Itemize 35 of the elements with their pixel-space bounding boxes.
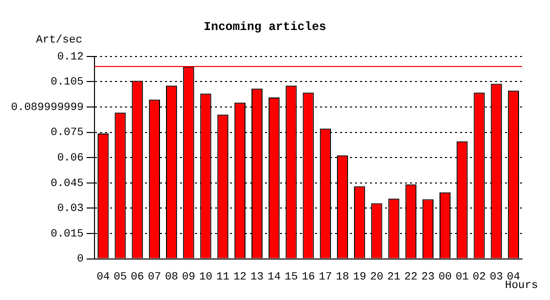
x-tick-label: 05: [114, 271, 127, 284]
x-tick-label: 07: [148, 271, 162, 284]
x-tick-label: 00: [438, 271, 452, 284]
x-tick-label: 13: [250, 271, 264, 284]
y-tick-label: 0.089999999: [10, 102, 84, 114]
x-tick-label: 19: [352, 271, 366, 284]
x-tick-label: 14: [268, 271, 282, 284]
x-tick-label: 23: [421, 271, 435, 284]
y-tick-label: 0.075: [50, 127, 84, 140]
y-tick-label: 0: [77, 254, 84, 266]
x-tick-label: 16: [302, 271, 315, 284]
x-tick-label: 11: [216, 271, 230, 284]
x-tick-label: 08: [164, 271, 178, 284]
y-axis-title: Art/sec: [36, 34, 82, 46]
y-tick-label: 0.12: [57, 51, 84, 64]
x-tick-label: 17: [318, 271, 332, 284]
x-tick-label: 09: [182, 271, 196, 284]
x-tick-label: 20: [370, 271, 384, 284]
x-tick-label: 22: [404, 271, 418, 284]
y-tick-label: 0.015: [50, 228, 84, 240]
x-tick-label: 06: [130, 271, 144, 284]
x-tick-label: 12: [233, 271, 247, 284]
x-tick-label: 15: [284, 271, 298, 284]
x-tick-label: 04: [96, 271, 110, 284]
x-tick-label: 01: [456, 271, 470, 284]
y-tick-label: 0.06: [57, 152, 84, 165]
y-tick-label: 0.03: [57, 203, 84, 216]
x-tick-label: 02: [472, 271, 486, 284]
y-tick-label: 0.105: [50, 76, 84, 89]
x-tick-label: 03: [490, 271, 503, 284]
x-tick-label: 10: [199, 271, 212, 284]
x-tick-label: 21: [387, 271, 401, 284]
y-tick-label: 0.045: [50, 178, 84, 190]
x-tick-label: 18: [336, 271, 350, 284]
chart-title: Incoming articles: [204, 20, 326, 34]
